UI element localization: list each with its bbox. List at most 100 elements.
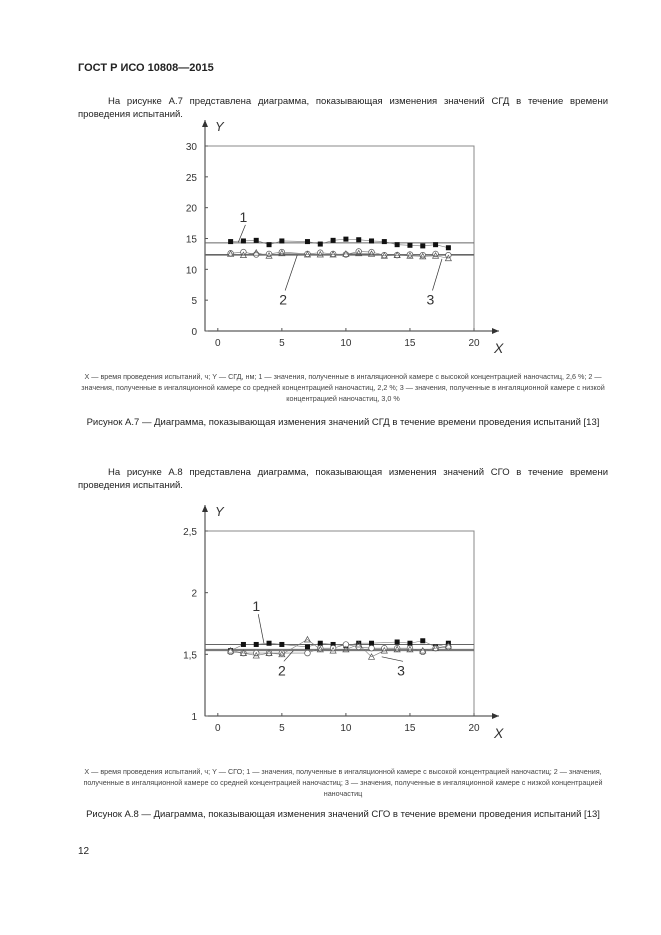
data-point-square	[420, 243, 426, 249]
data-point-triangle	[431, 252, 440, 259]
x-axis-label: X	[493, 340, 504, 356]
data-point-triangle	[239, 649, 248, 656]
data-point-square	[369, 640, 375, 646]
x-tick-label: 10	[340, 723, 352, 734]
series-line-1	[230, 238, 449, 249]
document-header: ГОСТ Р ИСО 10808—2015	[78, 62, 214, 74]
data-point-triangle	[444, 641, 452, 649]
data-point-square	[356, 640, 362, 646]
y-tick-label: 0	[191, 327, 197, 338]
data-point-square	[394, 639, 400, 645]
x-axis-arrow-icon	[492, 713, 499, 719]
data-point-square	[369, 238, 375, 244]
series-line-3	[230, 639, 449, 658]
data-point-square	[304, 644, 310, 650]
x-tick-label: 20	[468, 338, 480, 349]
data-point-square	[240, 238, 246, 244]
data-point-square	[407, 640, 413, 646]
callout-line	[381, 656, 404, 662]
data-point-square	[279, 641, 285, 647]
series-label-3: 3	[427, 291, 435, 307]
data-point-triangle	[278, 249, 286, 257]
y-tick-label: 15	[186, 235, 198, 246]
data-point-square	[356, 237, 362, 243]
data-point-triangle	[393, 251, 401, 258]
figure-caption-2: Рисунок А.8 — Диаграмма, показывающая из…	[86, 809, 600, 820]
data-point-square	[317, 640, 323, 646]
data-point-triangle	[367, 653, 376, 660]
chart-figure-a8: Y X 0 5 10 15 20 1 1,5 2 2,5 1 2 3	[183, 504, 504, 741]
data-point-triangle	[252, 651, 260, 659]
paragraph-2: На рисунке А.8 представлена диаграмма, п…	[78, 467, 608, 491]
y-tick-label: 1	[191, 712, 197, 723]
y-tick-label: 20	[186, 204, 198, 215]
y-axis-arrow-icon	[202, 120, 208, 127]
data-point-square	[279, 238, 285, 244]
data-point-triangle	[265, 649, 273, 656]
data-point-square	[407, 242, 413, 248]
data-point-triangle	[303, 635, 312, 643]
series-label-1: 1	[252, 598, 260, 614]
data-point-square	[330, 237, 336, 243]
figure-caption-1: Рисунок А.7 — Диаграмма, показывающая из…	[86, 417, 600, 428]
data-point-square	[253, 237, 259, 243]
data-point-triangle	[393, 645, 401, 653]
y-tick-label: 1,5	[183, 650, 197, 661]
figure-legend-2: X — время проведения испытаний, ч; Y — С…	[83, 767, 603, 798]
y-axis-label: Y	[215, 119, 225, 134]
callout-line	[237, 224, 246, 243]
x-tick-label: 20	[468, 723, 480, 734]
data-point-square	[317, 241, 323, 247]
data-point-square	[266, 242, 272, 248]
page-number: 12	[78, 846, 90, 857]
data-point-triangle	[355, 640, 363, 648]
data-point-triangle	[278, 650, 286, 658]
y-tick-label: 10	[186, 265, 198, 276]
data-point-triangle	[227, 646, 235, 654]
series-label-2: 2	[278, 662, 286, 678]
x-tick-label: 5	[279, 338, 285, 349]
data-point-triangle	[342, 645, 350, 653]
data-point-triangle	[265, 252, 273, 259]
data-point-triangle	[239, 251, 248, 258]
data-point-square	[240, 641, 246, 647]
x-tick-label: 10	[340, 338, 352, 349]
x-axis-arrow-icon	[492, 328, 499, 334]
series-label-3: 3	[397, 662, 405, 678]
data-point-square	[253, 641, 259, 647]
data-point-triangle	[227, 250, 235, 257]
data-point-square	[381, 239, 387, 245]
data-point-square	[433, 242, 439, 248]
data-point-square	[420, 638, 426, 644]
y-tick-label: 25	[186, 173, 198, 184]
data-point-square	[330, 641, 336, 647]
paragraph-1: На рисунке А.7 представлена диаграмма, п…	[78, 96, 608, 120]
data-point-triangle	[316, 645, 324, 653]
data-point-square	[304, 239, 310, 245]
data-point-triangle	[329, 250, 337, 258]
data-point-triangle	[380, 252, 388, 259]
data-point-triangle	[367, 250, 376, 257]
data-point-triangle	[406, 252, 414, 259]
y-tick-label: 2,5	[183, 527, 197, 538]
x-tick-label: 5	[279, 723, 285, 734]
x-tick-label: 0	[215, 338, 221, 349]
callout-line	[257, 614, 265, 644]
x-tick-label: 15	[404, 338, 416, 349]
y-tick-label: 2	[191, 589, 197, 600]
x-axis-label: X	[493, 725, 504, 741]
y-axis-arrow-icon	[202, 505, 208, 512]
chart-figure-a7: Y X 0 5 10 15 20 0 5 10 15 20 25 30 1 2 3	[186, 119, 504, 356]
data-point-triangle	[342, 250, 350, 257]
data-point-square	[394, 242, 400, 248]
series-line-3	[230, 252, 449, 259]
data-point-square	[445, 245, 451, 251]
data-point-triangle	[419, 252, 427, 260]
plot-frame	[204, 530, 475, 717]
y-axis-label: Y	[215, 504, 225, 519]
data-point-triangle	[329, 646, 337, 654]
data-point-square	[266, 640, 272, 646]
series-line-2	[230, 644, 449, 654]
data-point-circle	[304, 649, 311, 657]
